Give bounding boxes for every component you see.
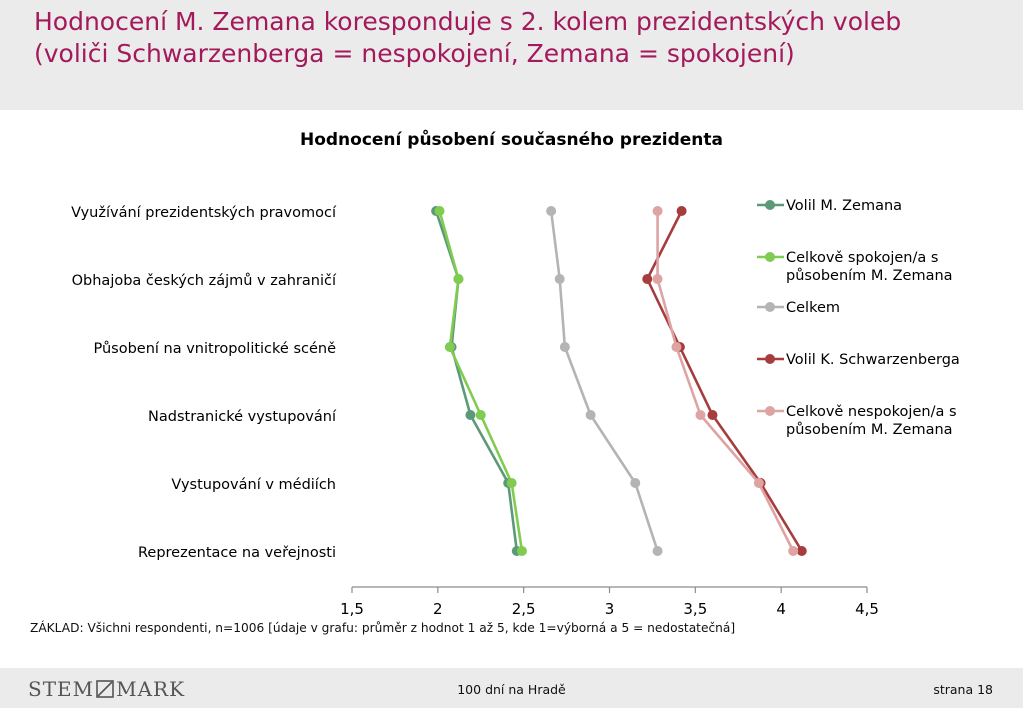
legend-marker [765,354,775,364]
footer-band: STEM MARK 100 dní na Hradě strana 18 [0,668,1023,708]
x-tick-label: 1,5 [340,600,364,618]
legend-marker [765,406,775,416]
series-point [753,478,764,488]
footer-center-text: 100 dní na Hradě [457,682,566,697]
series-point [630,478,641,488]
series-point [465,410,476,420]
category-label: Nadstranické vystupování [148,409,337,425]
header-band: Hodnocení M. Zemana koresponduje s 2. ko… [0,0,1023,110]
x-tick-label: 2 [433,600,443,618]
series-point [585,410,596,420]
series-line [434,210,519,552]
series-point [788,546,799,556]
footnote: ZÁKLAD: Všichni respondenti, n=1006 [úda… [30,621,736,635]
legend-label: Volil K. Schwarzenberga [786,352,960,368]
series-point [559,342,570,352]
series-point [676,206,687,216]
series-line [656,211,795,552]
series-point [475,410,486,420]
series-line [438,210,524,552]
page-title-line-2: (voliči Schwarzenberga = nespokojení, Ze… [34,39,795,68]
series-line [549,210,659,552]
legend-label: Celkem [786,300,840,316]
legend-marker [765,252,775,262]
legend-label: působením M. Zemana [786,422,953,438]
category-label: Působení na vnitropolitické scéně [93,341,336,357]
x-tick-label: 4,5 [855,600,879,618]
series-line [645,210,803,552]
series-point [652,206,663,216]
legend-label: Celkově nespokojen/a s [786,404,957,420]
series-point [434,206,445,216]
category-label: Obhajoba českých zájmů v zahraničí [72,273,337,289]
series-point [642,274,653,284]
page-title: Hodnocení M. Zemana koresponduje s 2. ko… [34,6,1004,70]
x-tick-label: 3,5 [683,600,707,618]
category-label: Reprezentace na veřejnosti [138,545,336,561]
category-label: Využívání prezidentských pravomocí [71,205,337,221]
legend-marker [765,200,775,210]
series-point [516,546,527,556]
chart-title: Hodnocení působení současného prezidenta [299,130,724,150]
x-tick-label: 2,5 [512,600,536,618]
series-point [671,342,682,352]
series-point [444,342,455,352]
legend-label: působením M. Zemana [786,268,953,284]
series-point [652,274,663,284]
x-tick-label: 3 [605,600,615,618]
series-point [546,206,557,216]
page-title-line-1: Hodnocení M. Zemana koresponduje s 2. ko… [34,7,902,36]
legend-label: Volil M. Zemana [786,198,902,214]
logo-slash-icon [96,680,114,698]
logo-text-right: MARK [116,677,186,701]
series-point [453,274,464,284]
category-label: Vystupování v médiích [171,477,336,493]
page-number: strana 18 [933,682,993,697]
x-tick-label: 4 [776,600,786,618]
series-point [554,274,565,284]
legend-marker [765,302,775,312]
series-point [506,478,517,488]
series-point [652,546,663,556]
series-point [707,410,718,420]
legend-label: Celkově spokojen/a s [786,250,938,266]
stemmark-logo: STEM MARK [28,677,185,701]
series-point [695,410,706,420]
series-point [796,546,807,556]
logo-text-left: STEM [28,677,95,701]
